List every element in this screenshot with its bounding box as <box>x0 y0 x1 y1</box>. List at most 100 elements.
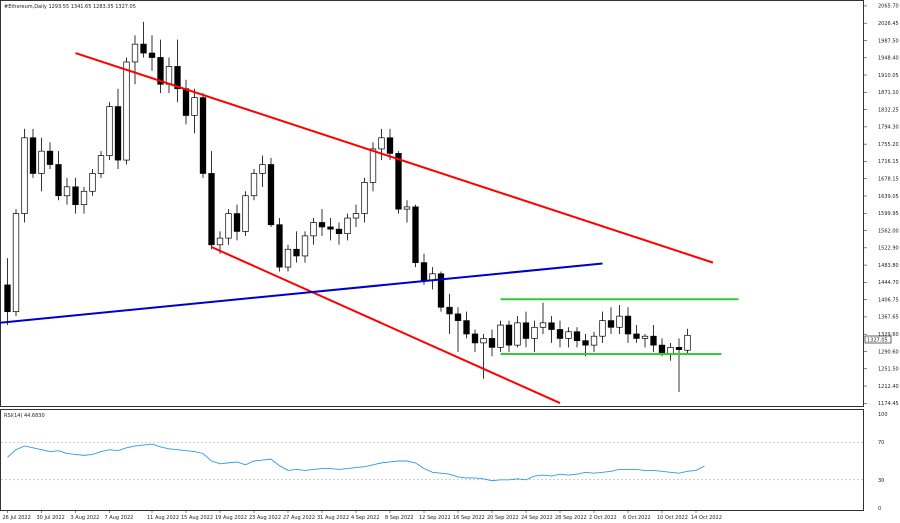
candle-body <box>89 173 96 192</box>
candle-body <box>123 61 130 161</box>
date-tick-label: 7 Aug 2022 <box>105 515 134 521</box>
candle-body <box>548 322 555 330</box>
rsi-panel-frame <box>0 409 864 511</box>
date-tick-label: 28 Sep 2022 <box>555 515 587 521</box>
price-tick-label: 1832.25 <box>878 107 899 113</box>
candle-body <box>505 324 513 346</box>
price-tick-label: 1871.10 <box>878 90 899 96</box>
price-tick-label: 1987.50 <box>878 38 899 44</box>
price-tick-label: 1329.60 <box>878 332 899 338</box>
candle-body <box>412 206 419 263</box>
candle-body <box>97 155 105 174</box>
candle-body <box>344 217 351 234</box>
candle-body <box>114 106 122 161</box>
candle-body <box>191 97 198 116</box>
candle-body <box>403 206 411 210</box>
trendlines-group <box>0 52 739 405</box>
candle-body <box>522 322 530 339</box>
price-tick-label: 1562.00 <box>878 228 899 234</box>
candle-body <box>488 338 496 348</box>
date-tick-label: 3 Aug 2022 <box>71 515 100 521</box>
candle-body <box>327 226 334 230</box>
candle-body <box>21 137 28 214</box>
price-axis: 2065.70 2026.45 1987.50 1948.40 1910.05 1871.… <box>863 4 899 407</box>
rsi-tick-label: 0 <box>878 506 881 512</box>
rsi-panel: 100 70 30 0 <box>1 412 888 512</box>
price-tick-label: 1948.40 <box>878 56 899 62</box>
candle-body <box>675 347 683 350</box>
candles-group <box>4 21 691 392</box>
candle-body <box>641 335 649 339</box>
date-tick-label: 12 Sep 2022 <box>419 515 451 521</box>
candle-body <box>463 320 470 335</box>
price-tick-label: 1716.15 <box>878 159 899 165</box>
date-tick-label: 14 Oct 2022 <box>691 515 722 521</box>
price-tick-label: 1483.80 <box>878 263 899 269</box>
price-tick-label: 1290.60 <box>878 349 899 355</box>
candle-body <box>148 52 156 58</box>
candle-body <box>497 324 504 348</box>
trendline <box>75 52 714 264</box>
price-tick-label: 1639.05 <box>878 194 899 200</box>
price-tick-label: 1794.30 <box>878 125 899 131</box>
last-price-label: 1327.05 <box>867 338 888 344</box>
date-tick-label: 4 Sep 2022 <box>351 515 380 521</box>
candle-body <box>310 222 317 237</box>
candle-body <box>437 273 445 308</box>
date-tick-label: 11 Aug 2022 <box>147 515 179 521</box>
candle-body <box>29 137 37 174</box>
date-tick-label: 20 Sep 2022 <box>487 515 519 521</box>
candle-body <box>454 313 462 321</box>
date-tick-label: 24 Sep 2022 <box>521 515 553 521</box>
candle-body <box>63 186 71 197</box>
price-tick-label: 2026.45 <box>878 21 899 27</box>
candle-body <box>250 173 258 197</box>
candle-body <box>480 338 487 344</box>
price-tick-label: 1251.50 <box>878 367 899 373</box>
candle-body <box>556 329 564 339</box>
candle-body <box>386 137 394 154</box>
date-tick-label: 15 Aug 2022 <box>181 515 213 521</box>
trendline <box>0 262 603 324</box>
candle-body <box>471 333 479 344</box>
main-panel-frame <box>0 0 864 407</box>
price-tick-label: 1406.75 <box>878 297 899 303</box>
price-tick-label: 1755.20 <box>878 142 899 148</box>
candle-body <box>157 57 164 85</box>
candle-body <box>80 190 88 206</box>
candle-body <box>352 213 360 219</box>
candle-body <box>12 213 20 313</box>
chart-header: #Ethereum,Daily 1293.55 1341.65 1283.35 … <box>4 4 136 10</box>
candle-body <box>140 43 147 54</box>
price-tick-label: 1174.45 <box>878 401 899 407</box>
candle-body <box>420 262 428 281</box>
date-tick-label: 30 Jul 2022 <box>37 515 65 521</box>
candle-body <box>242 195 249 232</box>
rsi-tick-label: 70 <box>878 440 884 446</box>
candle-body <box>46 150 54 165</box>
candle-body <box>199 97 207 174</box>
trendline <box>211 246 561 405</box>
candle-body <box>395 153 402 210</box>
price-tick-label: 1910.05 <box>878 73 899 79</box>
candle-body <box>72 186 79 206</box>
rsi-tick-label: 30 <box>878 478 884 484</box>
date-tick-label: 16 Sep 2022 <box>453 515 485 521</box>
candle-body <box>301 235 309 257</box>
candle-body <box>4 284 11 313</box>
price-tick-label: 1212.40 <box>878 384 899 390</box>
date-tick-label: 2 Oct 2022 <box>589 515 617 521</box>
candle-body <box>514 322 521 346</box>
price-tick-label: 2065.70 <box>878 4 899 10</box>
candle-body <box>318 222 326 228</box>
date-tick-label: 10 Oct 2022 <box>657 515 688 521</box>
candle-body <box>633 333 640 339</box>
candle-body <box>607 320 615 328</box>
date-tick-label: 27 Aug 2022 <box>283 515 315 521</box>
candle-body <box>539 322 547 328</box>
price-tick-label: 1599.95 <box>878 211 899 217</box>
candle-body <box>284 248 292 268</box>
last-price-tag <box>864 335 892 344</box>
rsi-tick-label: 100 <box>878 412 888 418</box>
